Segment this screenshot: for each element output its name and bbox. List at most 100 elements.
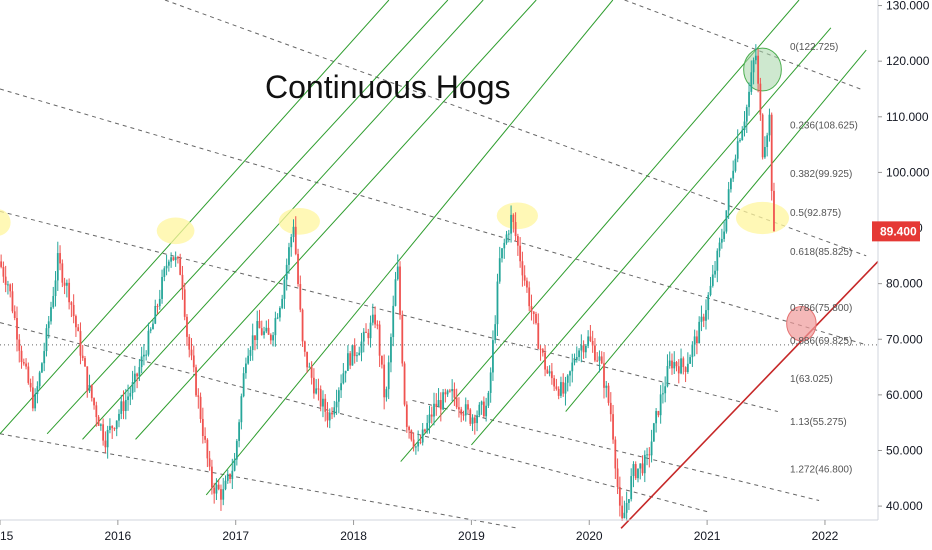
candle	[403, 361, 406, 407]
candle	[514, 212, 517, 242]
candle-body	[115, 420, 118, 429]
candle-body	[530, 306, 533, 312]
candle-body	[233, 459, 236, 471]
candle-body	[541, 349, 544, 353]
candle	[122, 390, 125, 420]
candle-body	[573, 359, 576, 363]
x-tick-label: 2021	[694, 529, 721, 543]
candle	[283, 275, 286, 309]
candle-body	[349, 353, 352, 366]
candle	[578, 348, 580, 362]
candle-body	[607, 385, 610, 403]
x-axis[interactable]: 2015 2016 2017 2018 2019 2020 2021 2022	[0, 519, 878, 543]
candle-body	[47, 321, 50, 329]
candle-body	[41, 363, 43, 373]
candle	[677, 359, 680, 384]
candle-body	[639, 463, 642, 469]
candle-body	[337, 390, 340, 402]
candle	[276, 313, 279, 320]
candle	[2, 261, 5, 283]
candle-body	[231, 470, 234, 479]
candle	[414, 445, 417, 455]
candle	[263, 326, 265, 339]
candle	[632, 461, 635, 488]
candle-body	[143, 354, 145, 357]
candle	[671, 353, 673, 375]
candle-body	[752, 60, 755, 73]
candle	[476, 410, 478, 432]
candle	[564, 376, 567, 406]
candle	[177, 255, 179, 264]
candle-body	[367, 332, 370, 339]
candle	[469, 408, 472, 427]
candle-body	[79, 331, 82, 356]
channel-line	[46, 0, 449, 435]
dashed-trend-line	[624, 0, 861, 90]
candle	[140, 346, 143, 374]
candle-body	[505, 234, 508, 243]
candle	[360, 332, 363, 362]
fib-level-label: 1(63.025)	[790, 374, 833, 385]
x-tick-label: 2016	[105, 529, 132, 543]
candle	[238, 419, 241, 448]
candle	[623, 500, 626, 519]
candle-body	[145, 354, 148, 356]
candle-body	[462, 414, 465, 416]
candle	[487, 390, 490, 408]
candle-body	[86, 366, 89, 392]
candle-body	[93, 398, 95, 406]
candle	[344, 370, 347, 383]
candle-body	[560, 382, 562, 396]
candle-body	[335, 401, 338, 408]
candle	[383, 354, 386, 410]
yellow-highlight	[735, 201, 790, 235]
candle-body	[709, 285, 712, 296]
candle-body	[584, 345, 587, 353]
candle-body	[725, 210, 728, 232]
red-support-line	[620, 260, 879, 529]
candle	[560, 376, 562, 399]
candle	[167, 259, 170, 272]
candle-body	[249, 350, 252, 356]
candle	[419, 434, 422, 445]
candle	[659, 385, 662, 424]
candle-body	[754, 55, 757, 61]
candle-body	[84, 358, 86, 367]
candle	[718, 237, 721, 258]
candle-body	[263, 331, 265, 335]
candle	[714, 261, 716, 278]
candle-body	[736, 141, 739, 159]
candle-body	[548, 371, 551, 374]
candle-body	[569, 371, 571, 376]
candle-body	[492, 340, 494, 373]
candle-body	[260, 328, 263, 335]
candle-body	[56, 253, 59, 281]
y-axis[interactable]: 40.00050.00060.00070.00080.00090.000100.…	[872, 0, 930, 520]
candle	[371, 303, 374, 326]
candle-body	[562, 382, 565, 394]
candle	[390, 333, 392, 373]
candle-body	[217, 484, 220, 490]
candle	[430, 406, 433, 424]
candle	[222, 477, 225, 506]
candle-body	[532, 311, 535, 315]
candle	[548, 365, 551, 377]
candle-body	[256, 321, 259, 341]
candle-body	[278, 307, 281, 318]
candle	[337, 387, 340, 414]
candle	[43, 342, 46, 372]
candle-body	[38, 372, 41, 387]
candle-body	[351, 345, 354, 366]
candle	[664, 376, 667, 403]
candle	[61, 259, 64, 288]
candle	[596, 352, 599, 363]
candle	[494, 315, 497, 344]
candle-body	[705, 310, 707, 321]
candle	[426, 414, 429, 434]
candle-body	[503, 242, 506, 249]
candle-body	[127, 396, 129, 401]
candle	[768, 108, 771, 142]
candle	[587, 330, 590, 349]
candle	[761, 113, 764, 160]
